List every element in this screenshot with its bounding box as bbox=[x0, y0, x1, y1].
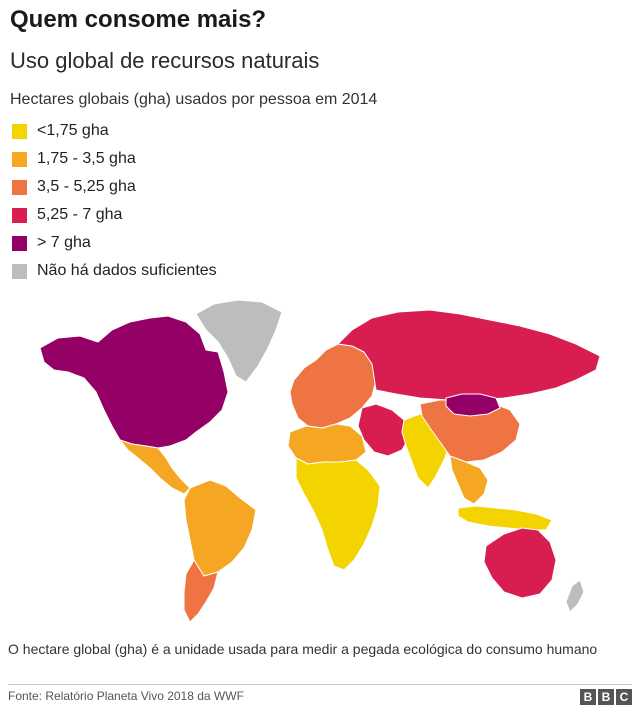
bbc-logo: B B C bbox=[580, 689, 632, 705]
legend-item: 1,75 - 3,5 gha bbox=[12, 145, 217, 173]
region-south-america bbox=[183, 479, 257, 577]
footer-divider bbox=[8, 684, 632, 685]
legend-swatch bbox=[12, 263, 27, 279]
region-sub-saharan-africa bbox=[295, 457, 381, 571]
region-greenland bbox=[195, 299, 283, 383]
region-australia bbox=[483, 527, 557, 599]
region-middle-east bbox=[357, 403, 411, 457]
region-new-zealand bbox=[565, 579, 585, 613]
bbc-logo-letter: B bbox=[580, 689, 596, 705]
region-north-africa bbox=[287, 423, 367, 465]
legend-label: > 7 gha bbox=[37, 234, 91, 251]
page-title: Quem consome mais? bbox=[10, 6, 267, 33]
world-map bbox=[39, 299, 601, 623]
region-central-america bbox=[119, 439, 191, 495]
legend-label: Não há dados suficientes bbox=[37, 262, 217, 279]
legend-item: > 7 gha bbox=[12, 229, 217, 257]
region-southeast-asia bbox=[449, 455, 489, 505]
region-mongolia bbox=[445, 393, 501, 417]
legend-swatch bbox=[12, 123, 27, 139]
legend-item: <1,75 gha bbox=[12, 117, 217, 145]
source-credit: Fonte: Relatório Planeta Vivo 2018 da WW… bbox=[8, 689, 244, 703]
region-europe bbox=[289, 343, 377, 429]
bbc-logo-letter: B bbox=[598, 689, 614, 705]
legend-item: 3,5 - 5,25 gha bbox=[12, 173, 217, 201]
legend-item: 5,25 - 7 gha bbox=[12, 201, 217, 229]
page-subtitle: Uso global de recursos naturais bbox=[10, 48, 320, 73]
region-north-america bbox=[39, 315, 229, 449]
legend-swatch bbox=[12, 207, 27, 223]
region-russia bbox=[337, 309, 601, 401]
legend: <1,75 gha 1,75 - 3,5 gha 3,5 - 5,25 gha … bbox=[12, 117, 217, 285]
legend-item: Não há dados suficientes bbox=[12, 257, 217, 285]
legend-label: <1,75 gha bbox=[37, 122, 109, 139]
legend-label: 1,75 - 3,5 gha bbox=[37, 150, 136, 167]
region-indonesia bbox=[457, 505, 553, 531]
legend-title: Hectares globais (gha) usados por pessoa… bbox=[10, 91, 378, 108]
bbc-logo-letter: C bbox=[616, 689, 632, 705]
legend-swatch bbox=[12, 151, 27, 167]
region-southern-cone bbox=[183, 559, 219, 623]
footnote: O hectare global (gha) é a unidade usada… bbox=[8, 641, 598, 657]
legend-label: 3,5 - 5,25 gha bbox=[37, 178, 136, 195]
legend-swatch bbox=[12, 179, 27, 195]
legend-swatch bbox=[12, 235, 27, 251]
legend-label: 5,25 - 7 gha bbox=[37, 206, 123, 223]
